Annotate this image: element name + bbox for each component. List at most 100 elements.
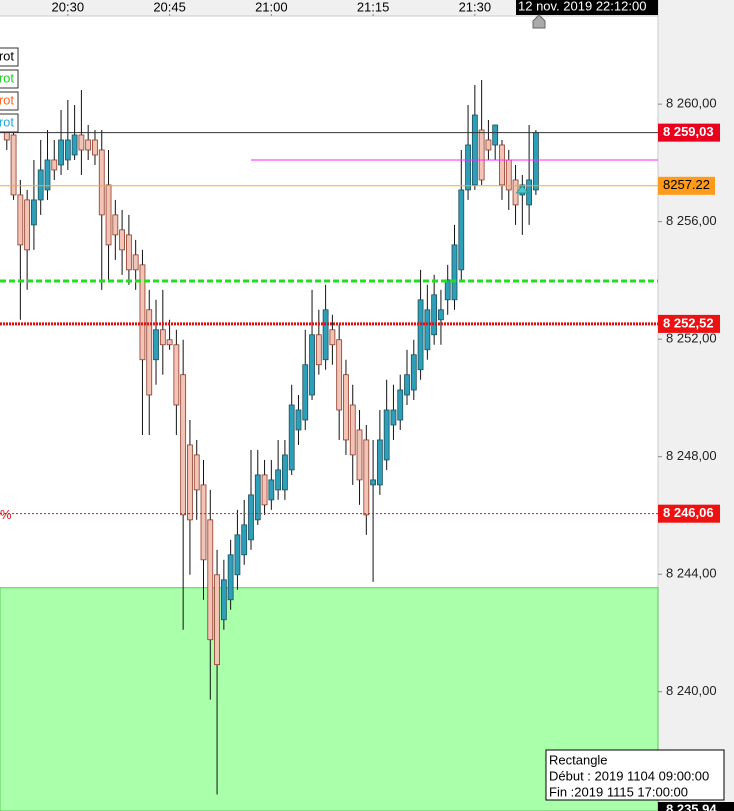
candle-body-up — [322, 309, 329, 361]
candle-body-up — [424, 309, 431, 351]
candle-body-down — [356, 429, 363, 481]
candle-body-up — [376, 439, 383, 486]
candle-body-up — [220, 579, 227, 621]
price-level-label: 8 246,06 — [663, 505, 714, 520]
candle-body-up — [153, 329, 159, 361]
pivot-box — [0, 47, 19, 67]
candle-body-down — [207, 519, 214, 641]
candle-body-down — [132, 254, 139, 271]
candle-body-down — [200, 484, 207, 561]
candle-body-up — [390, 409, 397, 426]
candle-body-up — [288, 404, 295, 471]
y-tick-label: 8 260,00 — [666, 96, 717, 111]
candle-body-down — [173, 344, 180, 406]
candle-body-up — [471, 114, 478, 186]
candle-body-up — [410, 354, 417, 391]
candle-body-down — [336, 339, 343, 411]
candle-body-up — [309, 334, 315, 396]
candle-body-up — [295, 409, 302, 431]
candle-body-down — [478, 129, 485, 181]
pivot-box — [0, 69, 19, 89]
candle-body-up — [465, 144, 471, 191]
info-line: Fin :2019 1115 17:00:00 — [549, 784, 688, 799]
candle-body-down — [98, 149, 105, 216]
y-tick-label: 8 256,00 — [666, 213, 717, 228]
info-line: Début : 2019 1104 09:00:00 — [549, 768, 709, 783]
y-tick-label: 8 248,00 — [666, 448, 717, 463]
candle-body-down — [24, 199, 31, 251]
candle-body-down — [343, 374, 349, 441]
pivot-label: rot — [0, 92, 14, 107]
candle-body-down — [363, 439, 370, 516]
candle-body-up — [438, 309, 444, 321]
cursor-time-box — [516, 0, 658, 15]
candle-body-up — [532, 132, 539, 191]
candle-body-down — [499, 144, 505, 186]
candle-body-down — [10, 134, 17, 196]
candle-body-up — [254, 474, 261, 521]
y-tick-label: 8 244,00 — [666, 566, 717, 581]
candle-body-down — [139, 264, 146, 361]
candle-body-up — [44, 159, 51, 191]
candle-body-down — [112, 214, 119, 236]
candle-body-down — [85, 139, 92, 151]
candle-body-down — [349, 404, 356, 456]
pivot-box — [0, 91, 19, 111]
cursor-price: 8 235,94 — [666, 801, 717, 811]
candle-body-up — [404, 374, 410, 396]
cursor-price-box — [658, 802, 734, 811]
price-level-tag — [658, 504, 720, 523]
candle-body-up — [275, 469, 282, 491]
level-left-label: % — [0, 507, 12, 522]
cursor-arrow — [532, 14, 546, 29]
candle-body-up — [248, 494, 254, 541]
candle-body-down — [329, 329, 336, 346]
x-tick-label: 20:30 — [52, 0, 85, 14]
candle-body-down — [315, 334, 322, 366]
candle-body-down — [166, 339, 173, 346]
price-level-tag — [658, 176, 715, 195]
candle-body-up — [431, 294, 438, 336]
candle-body-up — [444, 279, 451, 301]
candle-body-down — [119, 229, 126, 251]
candle-body-up — [492, 124, 499, 146]
candle-body-down — [261, 474, 268, 506]
candle-body-down — [105, 184, 112, 246]
price-level-label: 8 252,52 — [663, 315, 714, 330]
candle-body-down — [159, 329, 166, 346]
candle-body-up — [370, 479, 376, 486]
candle-body-up — [268, 479, 275, 501]
candle-body-up — [64, 139, 71, 161]
pivot-label: rot — [0, 48, 14, 63]
candle-body-down — [214, 574, 220, 666]
price-level-tag — [658, 123, 720, 142]
candle-body-down — [187, 444, 193, 521]
candle-body-up — [71, 134, 78, 156]
candle-body-down — [485, 139, 492, 151]
candle-body-down — [17, 194, 24, 246]
pivot-box — [0, 113, 19, 133]
price-level-label: 8257.22 — [663, 177, 710, 192]
signal-marker — [515, 185, 529, 194]
candle-body-up — [451, 244, 458, 301]
candle-body-down — [51, 159, 58, 171]
candle-body-up — [397, 389, 404, 421]
cursor-time: 12 nov. 2019 22:12:00 — [518, 0, 646, 13]
candle-body-down — [193, 454, 200, 491]
x-tick-label: 21:30 — [459, 0, 492, 14]
candle-body-down — [125, 234, 132, 271]
candle-body-up — [234, 534, 241, 576]
candle-body-up — [31, 199, 37, 226]
x-tick-label: 21:00 — [255, 0, 288, 14]
candle-body-down — [180, 374, 187, 516]
price-level-label: 8 259,03 — [663, 124, 714, 139]
x-tick-label: 21:15 — [357, 0, 390, 14]
time-axis — [0, 0, 658, 16]
candle-body-up — [282, 454, 288, 491]
y-tick-label: 8 240,00 — [666, 683, 717, 698]
candle-body-up — [302, 364, 309, 421]
candle-body-down — [146, 309, 153, 396]
candle-body-up — [458, 189, 465, 271]
